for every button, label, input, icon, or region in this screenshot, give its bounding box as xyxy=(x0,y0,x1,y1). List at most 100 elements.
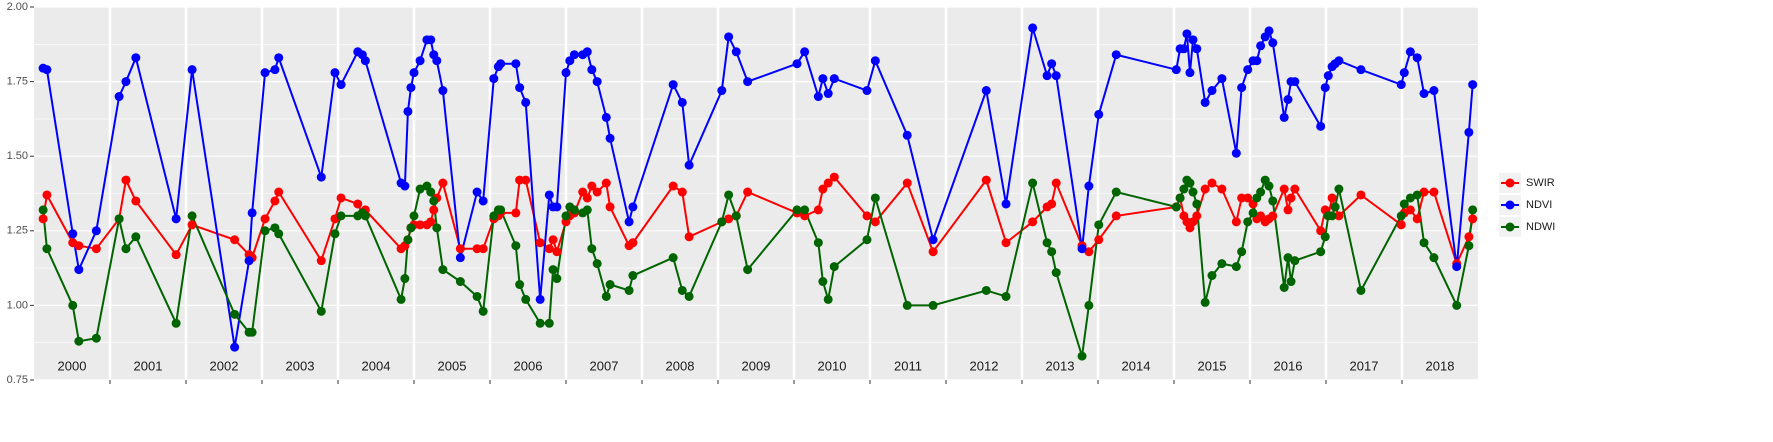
point xyxy=(624,217,634,227)
point xyxy=(131,53,141,63)
point xyxy=(91,226,101,236)
point xyxy=(1320,232,1330,242)
point xyxy=(316,256,326,266)
point xyxy=(792,205,802,215)
point xyxy=(870,217,880,227)
point xyxy=(1327,211,1337,221)
point xyxy=(247,208,257,218)
point xyxy=(677,97,687,107)
point xyxy=(862,235,872,245)
point xyxy=(1464,127,1474,137)
legend-dot xyxy=(1505,200,1515,210)
point xyxy=(38,214,48,224)
point xyxy=(743,187,753,197)
point xyxy=(330,229,340,239)
point xyxy=(1412,53,1422,63)
point xyxy=(1231,217,1241,227)
point xyxy=(870,56,880,66)
point xyxy=(592,187,602,197)
point xyxy=(478,196,488,206)
point xyxy=(731,211,741,221)
point xyxy=(230,235,240,245)
point xyxy=(587,65,597,75)
point xyxy=(496,59,506,69)
point xyxy=(131,196,141,206)
point xyxy=(1316,121,1326,131)
year-label: 2003 xyxy=(286,358,315,373)
point xyxy=(74,265,84,275)
point xyxy=(1001,199,1011,209)
point xyxy=(628,202,638,212)
point xyxy=(792,59,802,69)
point xyxy=(121,77,131,87)
point xyxy=(743,265,753,275)
year-label: 2005 xyxy=(438,358,467,373)
year-label: 2008 xyxy=(666,358,695,373)
point xyxy=(862,86,872,96)
point xyxy=(582,193,592,203)
point xyxy=(1111,187,1121,197)
point xyxy=(1429,86,1439,96)
y-tick-label: 1.00 xyxy=(7,299,28,311)
point xyxy=(535,318,545,328)
point xyxy=(1192,44,1202,54)
point xyxy=(724,214,734,224)
point xyxy=(1179,44,1189,54)
point xyxy=(1316,247,1326,257)
year-label: 2017 xyxy=(1350,358,1379,373)
point xyxy=(902,300,912,310)
point xyxy=(521,294,531,304)
point xyxy=(1042,238,1052,248)
point xyxy=(1283,95,1293,105)
point xyxy=(569,205,579,215)
point xyxy=(131,232,141,242)
point xyxy=(1396,80,1406,90)
point xyxy=(592,77,602,87)
point xyxy=(800,47,810,57)
point xyxy=(91,244,101,254)
point xyxy=(717,86,727,96)
point xyxy=(1468,214,1478,224)
point xyxy=(1419,238,1429,248)
point xyxy=(1468,205,1478,215)
point xyxy=(1237,83,1247,93)
point xyxy=(1279,184,1289,194)
point xyxy=(1429,253,1439,263)
point xyxy=(1185,68,1195,78)
point xyxy=(438,178,448,188)
point xyxy=(1243,65,1253,75)
year-label: 2014 xyxy=(1122,358,1151,373)
point xyxy=(818,74,828,84)
point xyxy=(561,68,571,78)
point xyxy=(677,187,687,197)
point xyxy=(668,181,678,191)
point xyxy=(668,253,678,263)
point xyxy=(260,226,270,236)
point xyxy=(1185,178,1195,188)
point xyxy=(928,235,938,245)
point xyxy=(316,172,326,182)
point xyxy=(472,291,482,301)
point xyxy=(1042,71,1052,81)
point xyxy=(496,205,506,215)
point xyxy=(429,205,439,215)
point xyxy=(1334,56,1344,66)
point xyxy=(1231,148,1241,158)
point xyxy=(1279,112,1289,122)
point xyxy=(684,232,694,242)
point xyxy=(1268,211,1278,221)
point xyxy=(426,35,436,45)
point xyxy=(544,190,554,200)
point xyxy=(902,178,912,188)
point xyxy=(677,285,687,295)
point xyxy=(68,229,78,239)
point xyxy=(511,59,521,69)
point xyxy=(717,217,727,227)
point xyxy=(1290,77,1300,87)
point xyxy=(535,238,545,248)
point xyxy=(1268,38,1278,48)
point xyxy=(244,256,254,266)
point xyxy=(121,175,131,185)
point xyxy=(1200,297,1210,307)
point xyxy=(521,175,531,185)
